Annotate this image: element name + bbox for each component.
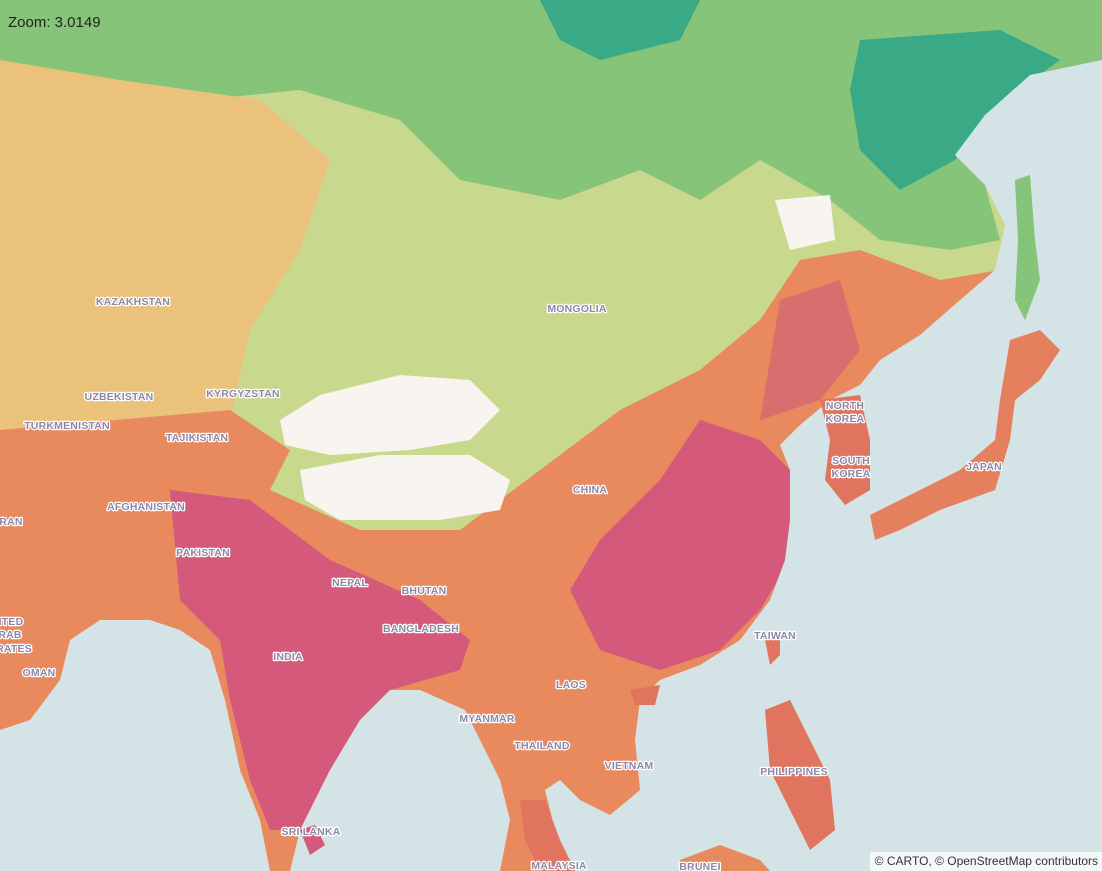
empty-zone — [775, 195, 835, 250]
place-label: MONGOLIA — [547, 303, 607, 315]
place-label: THAILAND — [514, 740, 569, 752]
place-label: RAB — [0, 629, 22, 641]
empty-zone — [300, 455, 510, 520]
place-label: AFGHANISTAN — [107, 501, 185, 513]
place-label: TURKMENISTAN — [24, 420, 110, 432]
place-label: OMAN — [23, 667, 56, 679]
dense-zone — [760, 280, 860, 420]
dense-zone — [170, 490, 470, 830]
dense-forest — [540, 0, 700, 60]
ocean — [0, 620, 270, 871]
island — [870, 330, 1060, 540]
place-label: KOREA — [832, 468, 871, 480]
zoom-indicator: Zoom: 3.0149 — [8, 14, 101, 31]
place-label: SRI LANKA — [282, 826, 341, 838]
place-label: JAPAN — [966, 461, 1002, 473]
place-label: CHINA — [573, 484, 607, 496]
place-label: NEPAL — [332, 577, 368, 589]
place-label: VIETNAM — [605, 760, 654, 772]
forest-zone — [0, 0, 1102, 250]
place-label: RATES — [0, 643, 32, 655]
island — [765, 700, 835, 850]
place-label: NORTH — [826, 400, 864, 412]
ocean — [290, 690, 510, 871]
place-label: KOREA — [826, 413, 865, 425]
dense-zone — [570, 420, 790, 670]
place-label: BRUNEI — [679, 861, 720, 871]
place-label: LAOS — [556, 679, 586, 691]
place-labels: KAZAKHSTAN MONGOLIA UZBEKISTAN KYRGYZSTAN TU… — [0, 295, 1003, 871]
place-label: UZBEKISTAN — [85, 391, 154, 403]
place-label: KAZAKHSTAN — [96, 296, 170, 308]
peninsula — [520, 800, 575, 871]
island — [680, 845, 770, 871]
place-label: KYRGYZSTAN — [206, 388, 280, 400]
ocean — [545, 60, 1102, 871]
place-label: BANGLADESH — [383, 623, 459, 635]
place-label: TAIWAN — [754, 630, 796, 642]
empty-zone — [280, 375, 500, 455]
place-label: MALAYSIA — [531, 860, 587, 871]
place-label: MYANMAR — [459, 713, 514, 725]
place-label: RAN — [0, 516, 23, 528]
place-label: ITED — [0, 616, 24, 628]
island — [765, 635, 780, 665]
place-label: TAJIKISTAN — [166, 432, 228, 444]
island — [300, 825, 325, 855]
island — [630, 685, 660, 705]
dense-forest — [850, 30, 1060, 190]
place-label: INDIA — [273, 651, 303, 663]
attribution[interactable]: © CARTO, © OpenStreetMap contributors — [869, 852, 1102, 871]
island — [1015, 175, 1040, 320]
place-label: PAKISTAN — [176, 547, 230, 559]
place-label: BHUTAN — [402, 585, 447, 597]
place-label: PHILIPPINES — [760, 766, 828, 778]
peninsula — [820, 395, 870, 505]
place-label: SOUTH — [832, 455, 870, 467]
